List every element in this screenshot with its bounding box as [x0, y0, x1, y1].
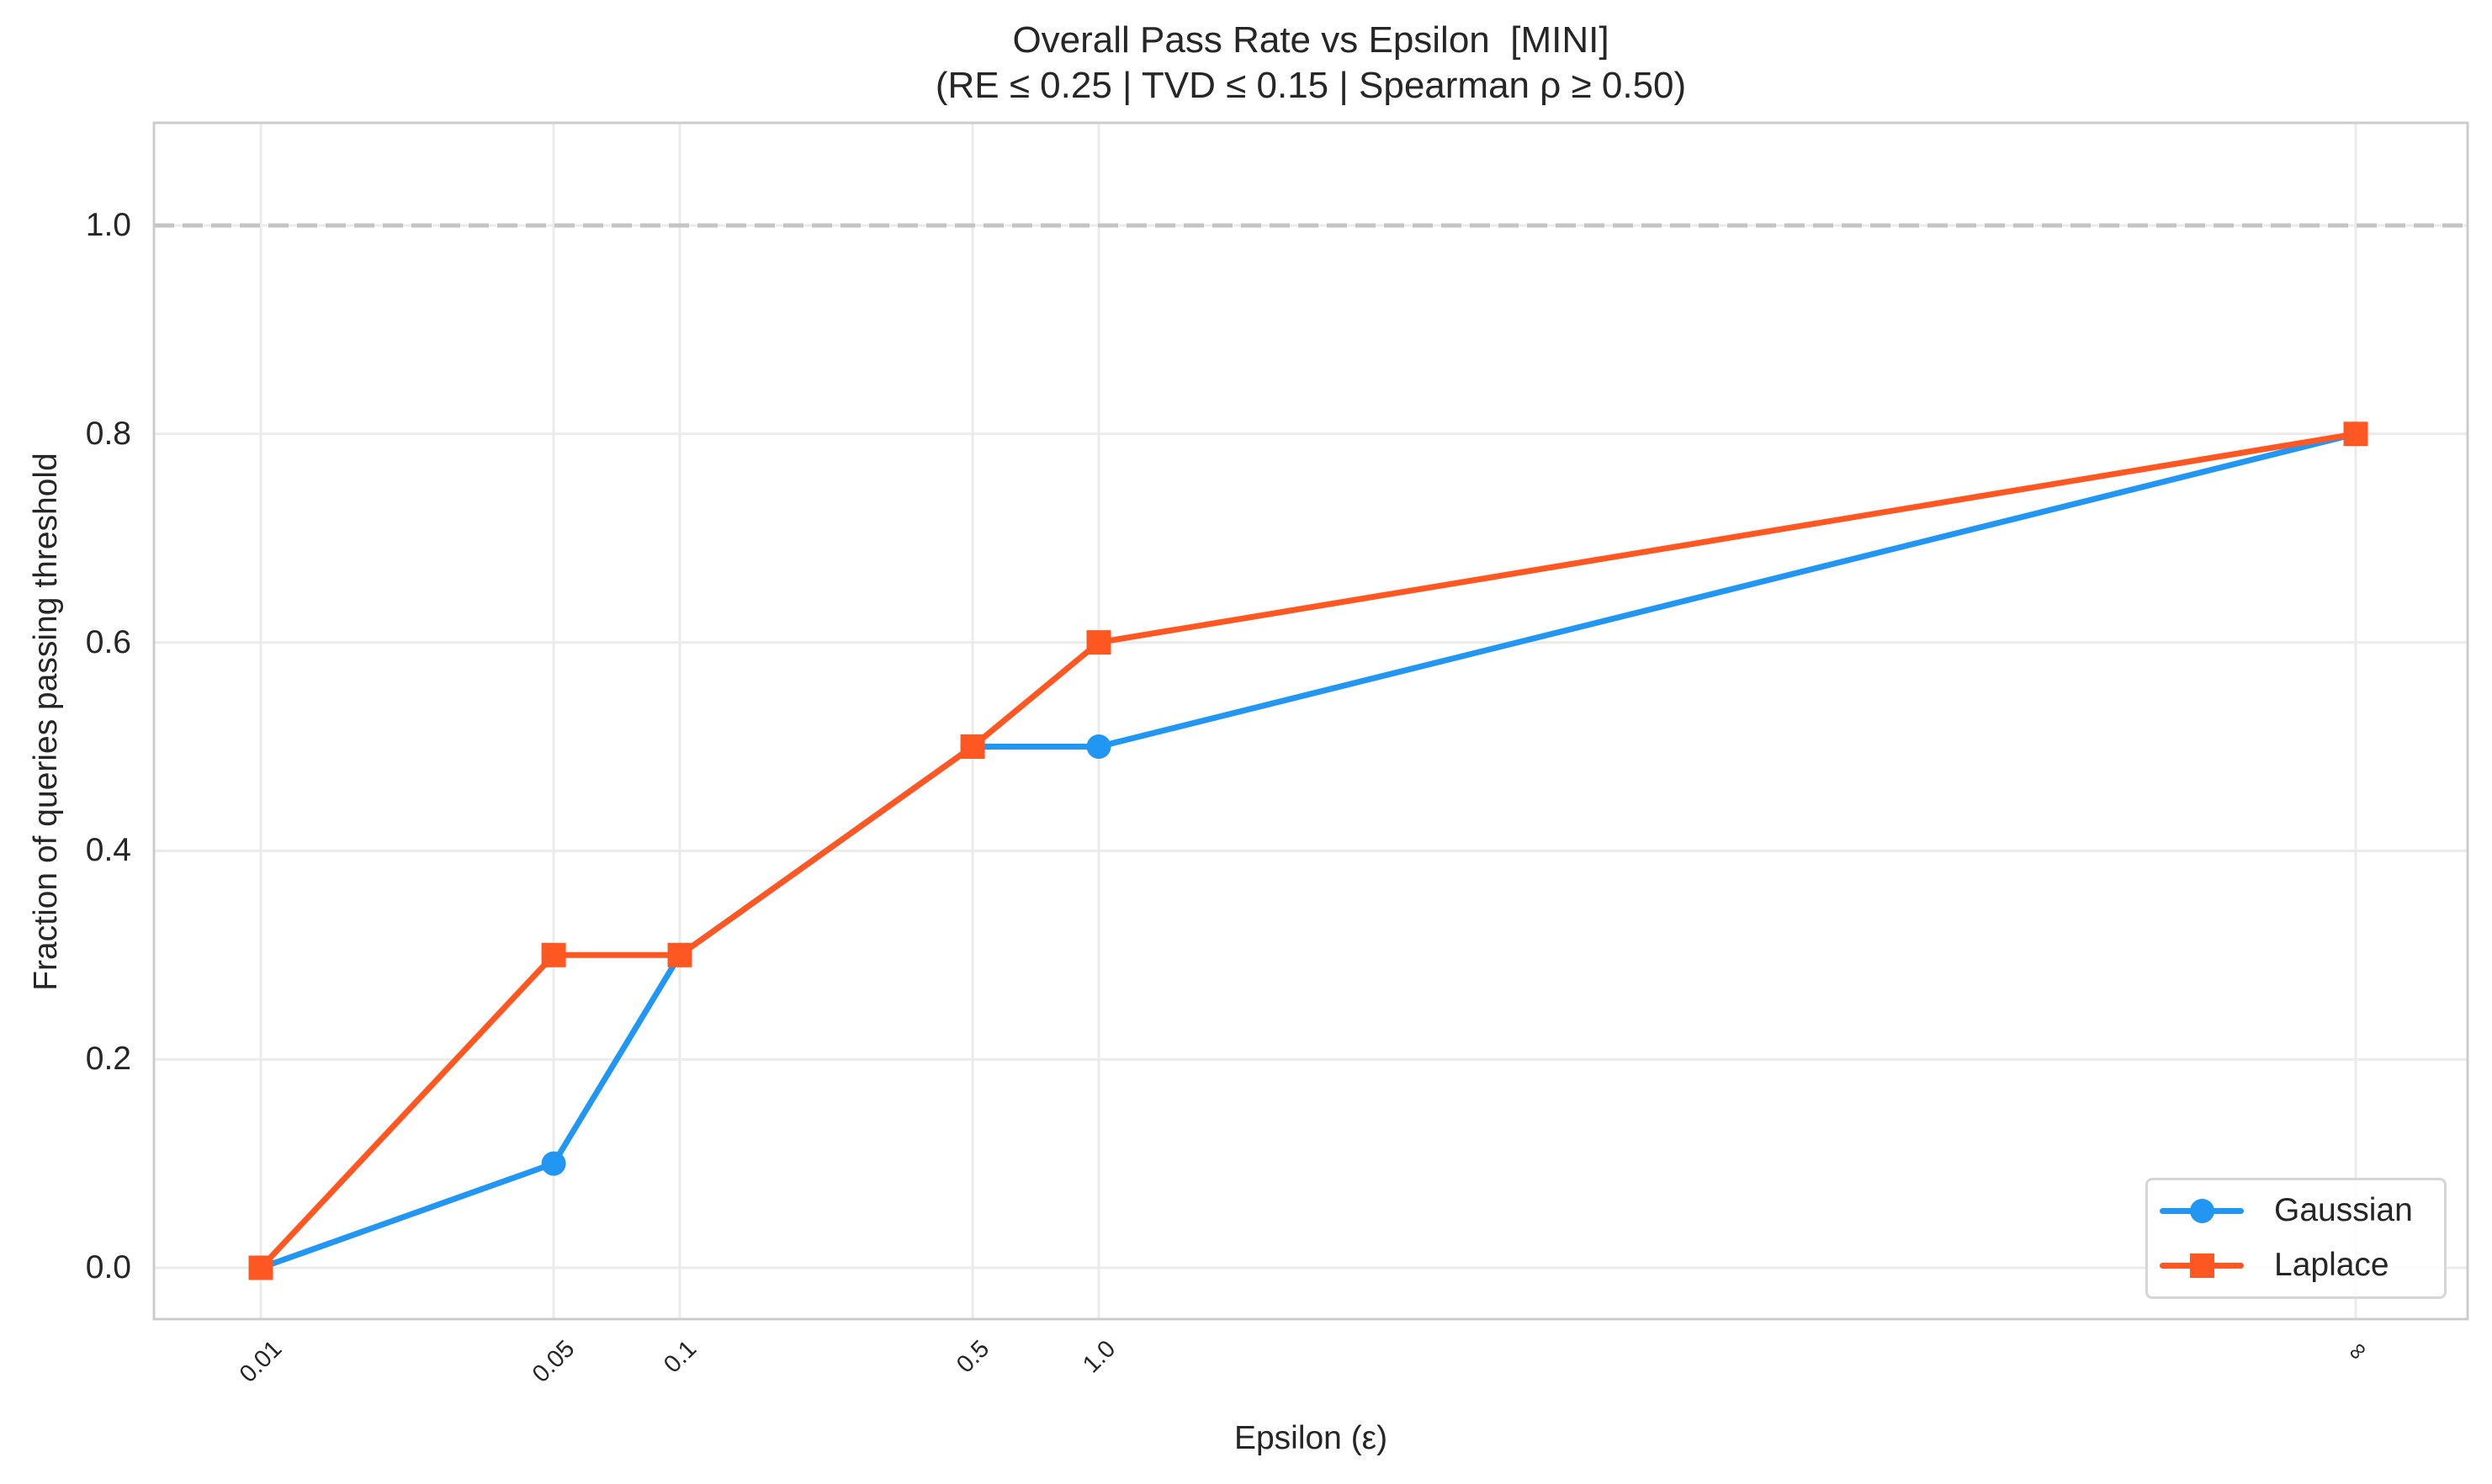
x-axis-label: Epsilon (ε) [1233, 1420, 1388, 1456]
data-point-square-icon [541, 942, 566, 967]
legend-label-laplace: Laplace [2274, 1247, 2389, 1283]
y-tick-label: 0.2 [85, 1041, 131, 1078]
chart-title: Overall Pass Rate vs Epsilon [MINI] [1012, 19, 1609, 61]
series-laplace [248, 421, 2368, 1280]
y-tick-label: 0.8 [85, 415, 131, 452]
data-point-circle-icon [541, 1151, 566, 1176]
y-tick-label: 0.6 [85, 623, 131, 660]
circle-marker-icon [2190, 1199, 2214, 1223]
legend-item-gaussian: Gaussian [2160, 1190, 2413, 1232]
legend-line-laplace [2160, 1244, 2244, 1286]
grid-lines [154, 123, 2468, 1319]
chart-subtitle: (RE ≤ 0.25 | TVD ≤ 0.15 | Spearman ρ ≥ 0… [935, 65, 1687, 106]
legend-item-laplace: Laplace [2160, 1244, 2389, 1286]
series-lines [248, 421, 2368, 1280]
y-tick-label: 0.0 [85, 1249, 131, 1285]
y-tick-label: 1.0 [85, 207, 131, 243]
square-marker-icon [2190, 1253, 2214, 1278]
data-point-circle-icon [1086, 734, 1111, 759]
y-axis-label: Fraction of queries passing threshold [28, 453, 64, 991]
legend-line-gaussian [2160, 1190, 2244, 1232]
legend: Gaussian Laplace [2145, 1178, 2447, 1299]
data-point-square-icon [248, 1255, 273, 1280]
data-point-square-icon [960, 734, 985, 759]
legend-label-gaussian: Gaussian [2274, 1192, 2413, 1228]
data-point-square-icon [2343, 421, 2368, 447]
y-tick-label: 0.4 [85, 832, 131, 869]
data-point-square-icon [1086, 630, 1111, 655]
data-point-square-icon [667, 942, 692, 967]
axes-frame [152, 121, 2469, 1321]
